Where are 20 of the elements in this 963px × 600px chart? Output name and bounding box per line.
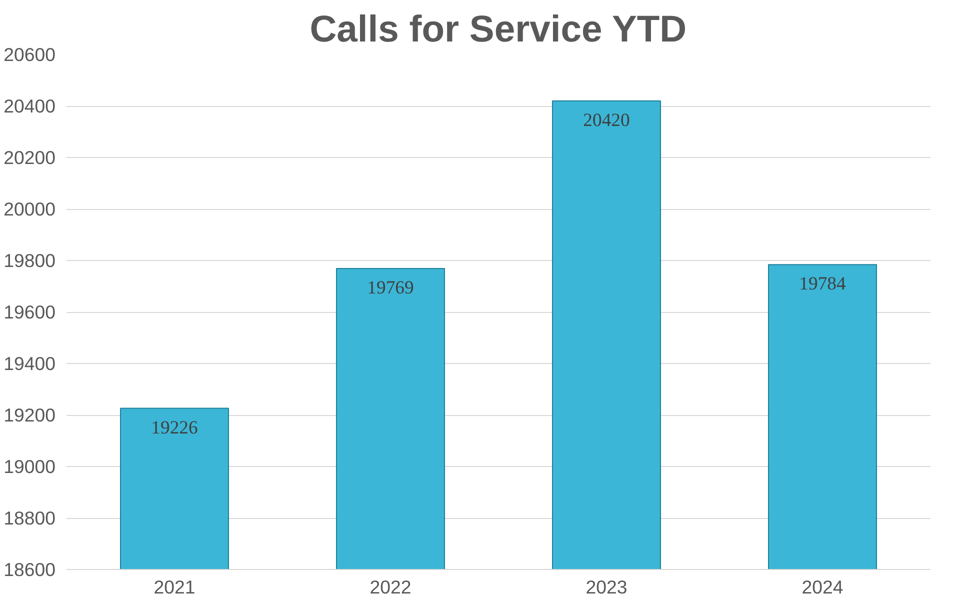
y-tick-label: 19800 <box>4 250 56 271</box>
y-tick-label: 20000 <box>4 198 56 220</box>
y-tick-label: 20600 <box>4 44 56 65</box>
y-tick-label: 18600 <box>4 559 56 580</box>
y-tick-label: 19400 <box>4 353 56 374</box>
y-tick-label: 19000 <box>4 456 56 477</box>
y-tick-label: 20400 <box>4 96 56 116</box>
x-tick-label: 2024 <box>802 576 844 598</box>
x-tick-label: 2022 <box>370 576 412 598</box>
data-label: 20420 <box>583 110 630 131</box>
chart-title: Calls for Service YTD <box>310 8 687 50</box>
data-label: 19769 <box>367 277 414 298</box>
data-label: 19226 <box>151 417 198 438</box>
y-tick-label: 19200 <box>4 404 56 426</box>
y-tick-label: 20200 <box>4 147 56 168</box>
x-tick-label: 2023 <box>586 576 628 598</box>
y-tick-label: 18800 <box>4 508 56 528</box>
y-tick-label: 19600 <box>4 302 56 322</box>
x-tick-label: 2021 <box>154 576 196 598</box>
data-label: 19784 <box>799 274 846 295</box>
